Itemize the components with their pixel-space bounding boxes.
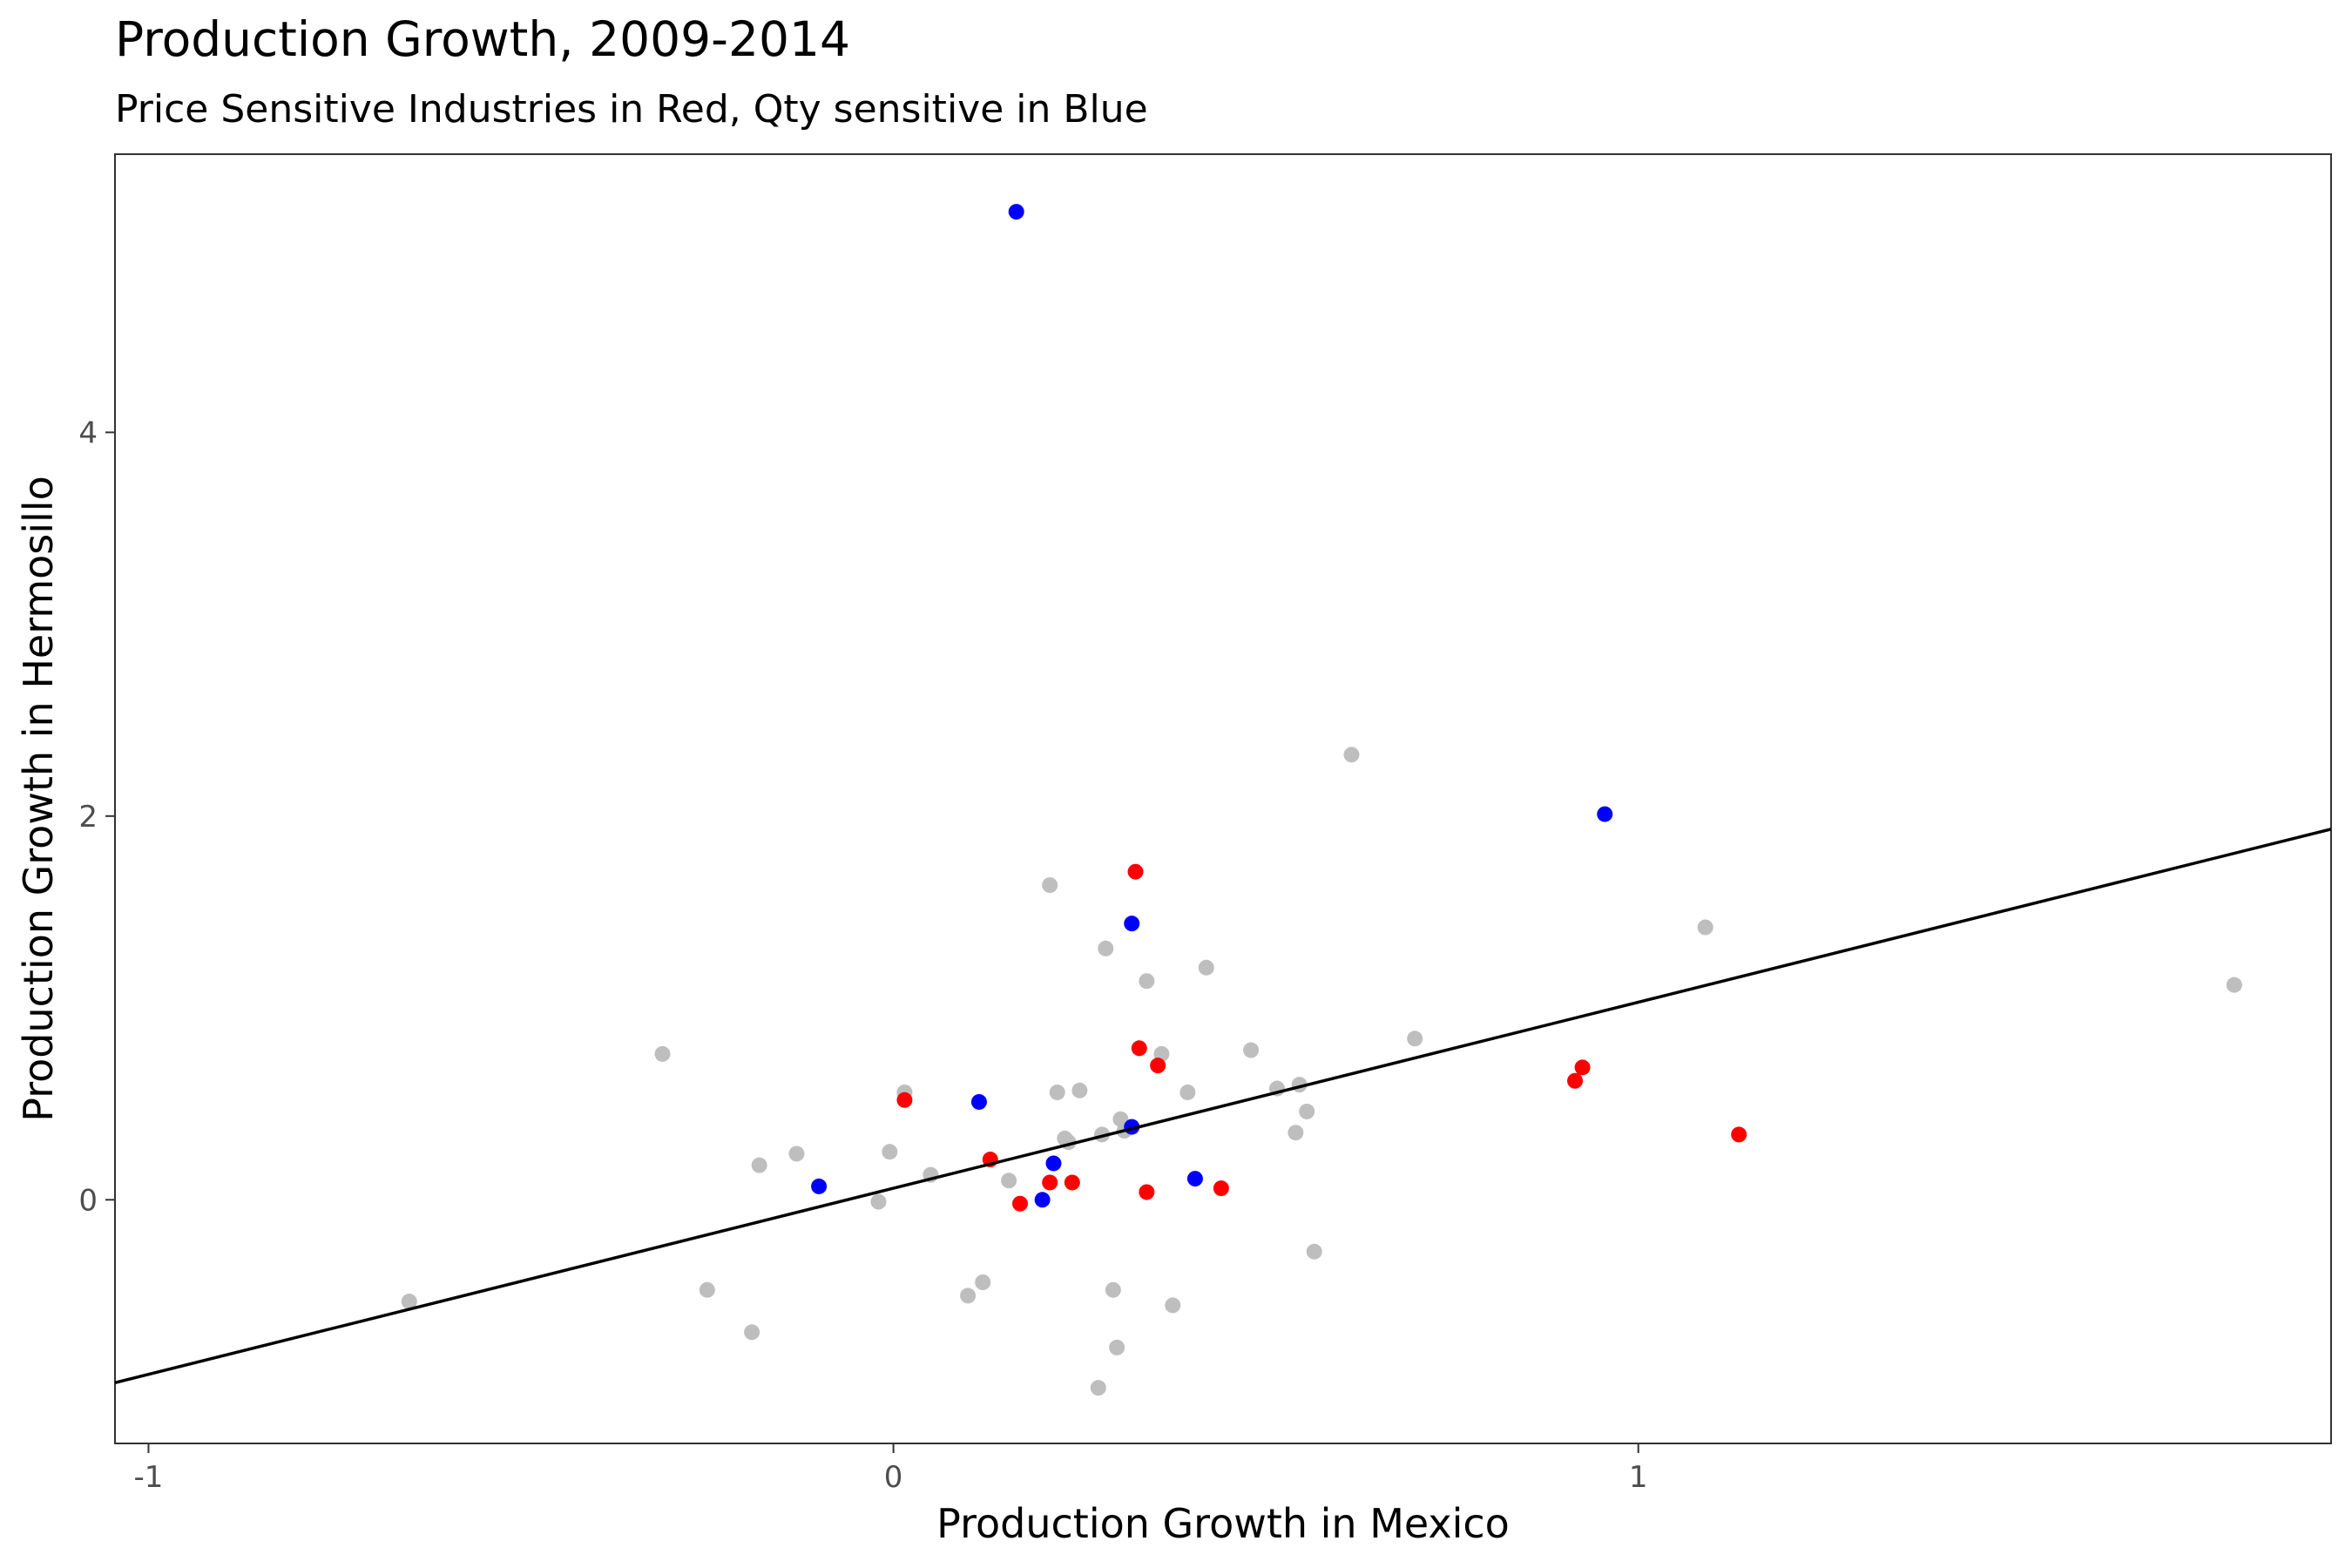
chart-title: Production Growth, 2009-2014: [115, 11, 850, 67]
data-point-price: [1139, 1184, 1155, 1200]
data-point-other: [870, 1193, 887, 1210]
data-point-other: [1343, 747, 1360, 763]
data-point-price: [1127, 863, 1144, 880]
data-point-other: [882, 1144, 898, 1160]
data-point-other: [1697, 919, 1713, 936]
data-point-qty: [1045, 1155, 1062, 1172]
data-point-price: [1064, 1174, 1080, 1191]
data-point-other: [1090, 1380, 1106, 1396]
data-point-price: [1731, 1126, 1747, 1143]
data-point-other: [1288, 1125, 1304, 1141]
data-point-price: [1131, 1040, 1147, 1057]
y-axis-label: Production Growth in Hermosillo: [15, 476, 62, 1121]
data-point-qty: [970, 1093, 987, 1110]
series-other: [401, 747, 2242, 1396]
data-point-price: [1150, 1058, 1166, 1074]
data-point-other: [1001, 1173, 1017, 1189]
data-point-price: [1011, 1195, 1028, 1212]
data-point-other: [401, 1294, 417, 1310]
data-point-price: [1574, 1059, 1591, 1076]
data-point-price: [896, 1092, 913, 1108]
x-axis-label: Production Growth in Mexico: [936, 1500, 1510, 1547]
data-point-qty: [1008, 204, 1024, 220]
data-point-price: [1213, 1180, 1229, 1197]
data-point-other: [1071, 1082, 1088, 1098]
regression-line: [115, 828, 2331, 1385]
data-point-other: [1049, 1084, 1065, 1100]
data-point-other: [1179, 1084, 1196, 1100]
data-point-other: [788, 1146, 805, 1162]
data-point-other: [654, 1045, 671, 1062]
plot-panel: [114, 153, 2332, 1444]
data-point-price: [1042, 1174, 1058, 1191]
data-point-other: [1407, 1031, 1423, 1047]
y-axis: 0 2 4: [78, 416, 115, 1218]
data-point-other: [1165, 1297, 1181, 1314]
x-axis: -1 0 1: [134, 1443, 1648, 1495]
data-point-other: [1042, 877, 1058, 894]
plot-area: [115, 204, 2331, 1396]
chart-subtitle: Price Sensitive Industries in Red, Qty s…: [115, 87, 1148, 132]
data-point-other: [751, 1157, 767, 1173]
data-point-other: [1139, 973, 1155, 990]
data-point-other: [975, 1274, 991, 1290]
data-point-other: [1105, 1281, 1121, 1298]
data-point-qty: [1597, 806, 1613, 822]
data-point-qty: [1186, 1171, 1203, 1187]
series-qty: [811, 204, 1613, 1208]
data-point-price: [1567, 1072, 1584, 1089]
data-point-other: [744, 1324, 760, 1341]
x-tick-label: -1: [134, 1460, 164, 1495]
data-point-other: [1198, 959, 1214, 976]
data-point-other: [960, 1288, 977, 1304]
series-price: [896, 863, 1747, 1212]
data-point-other: [2226, 977, 2242, 993]
data-point-other: [699, 1281, 715, 1298]
data-point-other: [1306, 1243, 1322, 1260]
data-point-other: [1243, 1042, 1260, 1058]
x-tick-label: 1: [1629, 1460, 1648, 1495]
data-point-other: [1109, 1339, 1125, 1355]
x-tick-label: 0: [884, 1460, 903, 1495]
data-point-qty: [1124, 916, 1140, 932]
data-point-other: [1299, 1103, 1315, 1119]
y-tick-label: 4: [78, 416, 98, 450]
data-point-qty: [1034, 1192, 1051, 1208]
data-point-other: [1098, 940, 1114, 956]
y-tick-label: 0: [78, 1183, 98, 1218]
data-point-qty: [811, 1178, 828, 1194]
y-tick-label: 2: [78, 800, 98, 835]
